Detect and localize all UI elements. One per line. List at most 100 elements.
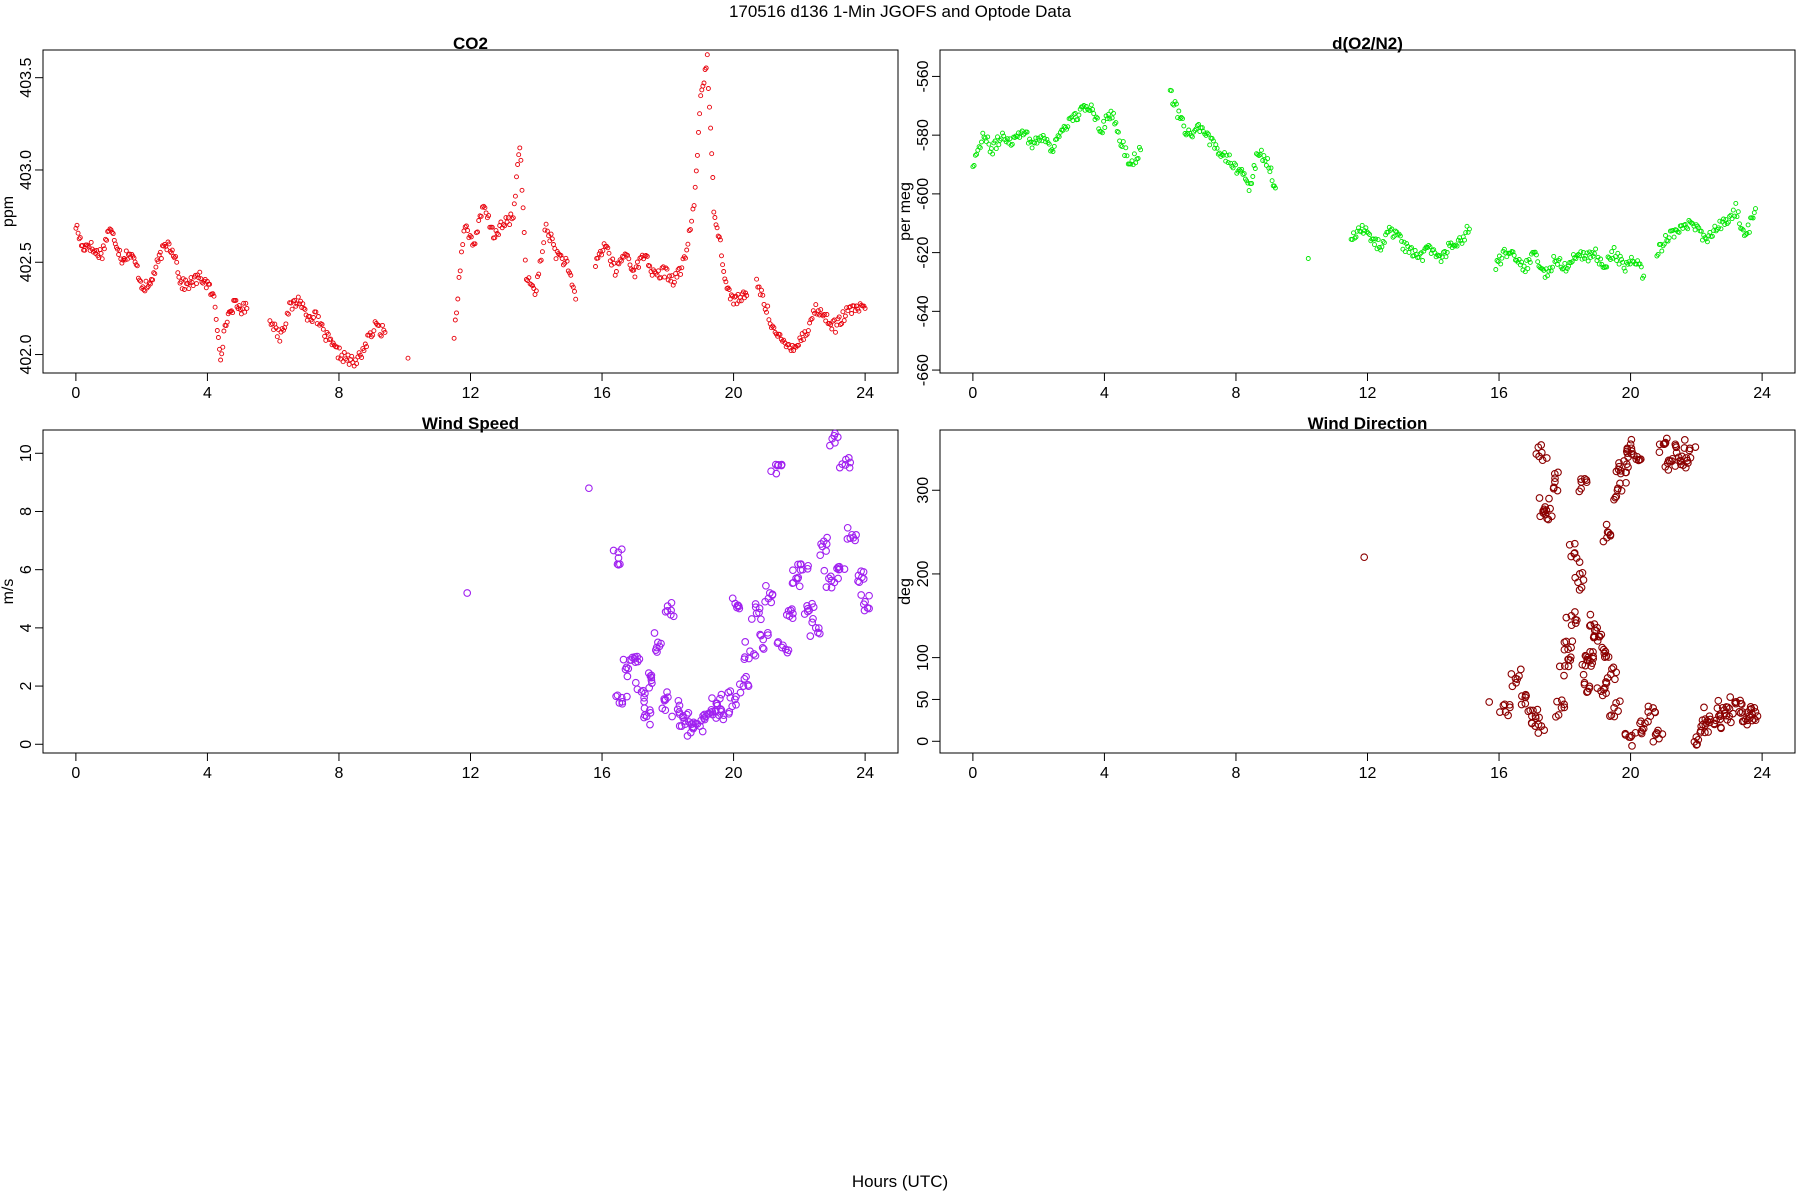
data-point xyxy=(841,318,847,324)
data-point xyxy=(1189,134,1195,140)
data-point xyxy=(1598,256,1604,262)
data-point xyxy=(454,310,459,316)
data-point xyxy=(713,222,719,228)
data-point xyxy=(1638,726,1647,734)
panel-d-o2-n2: d(O2/N2) per meg 0 4 8 12 16 20 24 -660 -640 -620 -6… xyxy=(897,34,1796,402)
data-point xyxy=(1655,448,1664,457)
data-point xyxy=(681,720,689,729)
data-point xyxy=(1555,662,1564,671)
data-point xyxy=(1713,704,1722,713)
data-point xyxy=(1449,245,1455,251)
data-point xyxy=(462,224,468,230)
data-point xyxy=(1407,246,1413,251)
data-point xyxy=(289,306,295,312)
data-point xyxy=(1246,188,1252,194)
data-point xyxy=(522,257,528,263)
data-point xyxy=(486,213,492,219)
data-point xyxy=(609,546,618,555)
data-point xyxy=(364,344,369,350)
data-point xyxy=(1579,670,1588,679)
data-point xyxy=(1583,253,1589,259)
data-point xyxy=(1495,259,1501,265)
y-tick-label: 0 xyxy=(18,740,35,749)
data-point xyxy=(1071,111,1077,117)
data-point xyxy=(224,319,230,325)
data-point xyxy=(794,573,803,582)
data-point xyxy=(573,296,579,302)
data-point xyxy=(1136,144,1142,150)
data-point xyxy=(1593,623,1602,632)
data-point xyxy=(1709,233,1715,239)
y-tick-label: 2 xyxy=(18,682,35,691)
data-point xyxy=(646,709,655,717)
data-point xyxy=(1714,696,1723,705)
y-axis-label: m/s xyxy=(0,579,17,605)
data-point xyxy=(1496,708,1504,716)
data-point xyxy=(1519,259,1525,265)
data-point xyxy=(1113,120,1119,126)
x-tick-label: 24 xyxy=(856,385,874,402)
data-point xyxy=(663,602,672,610)
data-point xyxy=(1744,231,1750,236)
data-point xyxy=(470,242,476,248)
data-point xyxy=(618,258,624,264)
data-point xyxy=(1606,712,1614,720)
data-point xyxy=(94,248,100,253)
data-point xyxy=(1727,718,1735,727)
data-point xyxy=(728,702,737,711)
data-point xyxy=(723,279,729,285)
data-point xyxy=(1721,216,1726,222)
data-point xyxy=(515,162,521,167)
data-point xyxy=(504,219,510,225)
y-tick-label: 300 xyxy=(915,477,932,504)
data-point xyxy=(648,679,656,687)
data-point xyxy=(1196,122,1202,127)
data-point xyxy=(840,309,846,315)
data-point xyxy=(759,287,764,293)
data-point xyxy=(1241,171,1247,177)
data-point xyxy=(1580,680,1589,689)
data-point xyxy=(1262,158,1268,164)
data-point xyxy=(757,631,765,640)
data-point xyxy=(377,332,383,338)
data-point xyxy=(212,304,218,310)
data-point xyxy=(1743,232,1749,238)
data-point xyxy=(751,600,760,608)
data-point xyxy=(1226,152,1232,158)
data-point xyxy=(328,336,334,342)
data-point xyxy=(1696,225,1702,231)
data-point xyxy=(678,271,684,277)
data-point xyxy=(1638,264,1644,270)
data-point xyxy=(1666,235,1672,241)
data-point xyxy=(1649,737,1658,746)
data-point xyxy=(269,321,275,327)
data-point xyxy=(732,700,740,709)
data-point xyxy=(233,297,239,303)
data-point xyxy=(668,712,676,721)
data-point xyxy=(187,280,193,286)
data-point xyxy=(781,645,790,654)
data-point xyxy=(768,591,777,599)
data-point xyxy=(732,692,740,701)
data-point xyxy=(467,233,473,239)
panel-wind-direction: Wind Direction deg 0 4 8 12 16 20 24 0 50 100 200 300 xyxy=(897,414,1796,782)
data-point xyxy=(1442,249,1448,254)
data-point xyxy=(1603,674,1612,682)
data-point xyxy=(1516,257,1522,262)
data-point xyxy=(1533,705,1542,714)
data-point xyxy=(739,682,748,690)
data-point xyxy=(1710,720,1719,729)
data-point xyxy=(705,86,711,91)
data-point xyxy=(536,271,542,277)
data-point xyxy=(747,615,756,623)
data-point xyxy=(653,648,661,656)
data-point xyxy=(1572,554,1581,562)
data-point xyxy=(472,241,478,247)
data-point xyxy=(808,317,814,323)
x-tick-label: 24 xyxy=(1753,765,1771,782)
data-point xyxy=(773,639,782,648)
y-tick-label: 10 xyxy=(18,444,35,462)
y-tick-label: 50 xyxy=(915,690,932,708)
data-point xyxy=(510,215,516,221)
data-point xyxy=(456,274,462,280)
